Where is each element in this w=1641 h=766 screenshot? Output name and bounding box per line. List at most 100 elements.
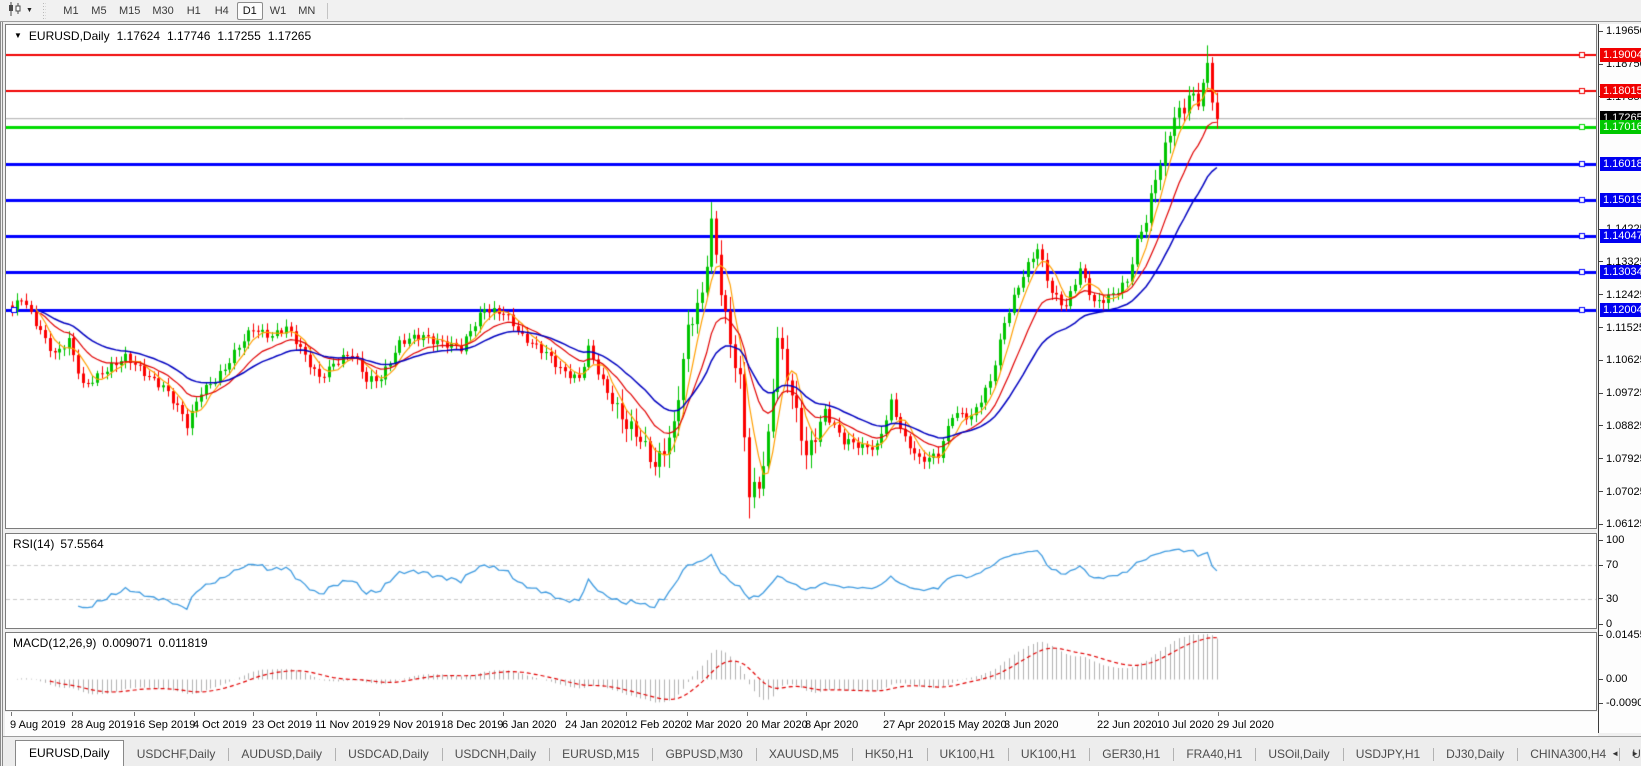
date-tick-mark [566,712,567,716]
chart-tab-eurusd-daily[interactable]: EURUSD,Daily [15,740,124,766]
rsi-tick-label: 30 [1606,592,1619,605]
date-tick-mark [253,712,254,716]
date-tick-mark [884,712,885,716]
date-tick-mark [316,712,317,716]
macd-tick-label: 0.00 [1606,673,1628,686]
chevron-down-icon[interactable]: ▼ [26,6,33,14]
toolbar-separator [327,2,329,19]
level-price-badge: 1.14047 [1600,228,1641,243]
timeframe-button-w1[interactable]: W1 [269,4,287,17]
date-label: 27 Apr 2020 [883,719,943,731]
axis-tick-mark [1599,458,1603,460]
level-price-badge: 1.18015 [1600,83,1641,98]
level-price-badge: 1.16018 [1600,156,1641,171]
axis-tick-mark [1599,63,1603,65]
ohlc-low: 1.17255 [217,29,261,43]
ohlc-high: 1.17746 [167,29,211,43]
chart-tab-audusd-daily[interactable]: AUDUSD,Daily [228,743,335,766]
date-label: 29 Nov 2019 [378,719,441,731]
chart-tab-usdchf-daily[interactable]: USDCHF,Daily [136,747,216,761]
rsi-canvas[interactable] [6,534,1596,628]
tab-scroll-arrows: ◄ ► [1611,749,1639,758]
date-tick-mark [1218,712,1219,716]
rsi-tick-label: 70 [1606,559,1619,572]
date-label: 6 Jan 2020 [502,719,557,731]
price-tick-label: 1.09725 [1606,387,1641,400]
price-tick-label: 1.11525 [1606,321,1641,334]
timeframe-button-mn[interactable]: MN [298,4,316,17]
chart-tab-fra40-h1[interactable]: FRA40,H1 [1173,743,1255,766]
timeframe-button-h4[interactable]: H4 [214,4,229,17]
chart-tab-dj30-daily[interactable]: DJ30,Daily [1433,743,1517,766]
level-price-badge: 1.19004 [1600,47,1641,62]
date-label: 8 Apr 2020 [805,719,859,731]
chart-tab-eurusd-m15[interactable]: EURUSD,M15 [549,743,652,766]
date-tick-mark [442,712,443,716]
macd-signal-value: 0.011819 [158,636,208,650]
chart-tab-hk50-h1[interactable]: HK50,H1 [851,743,927,766]
chart-tab-uk100-h1[interactable]: UK100,H1 [1007,743,1089,766]
date-tick-mark [747,712,748,716]
macd-canvas[interactable] [6,633,1596,710]
chart-title: ▼ EURUSD,Daily 1.17624 1.17746 1.17255 1… [14,29,311,43]
chart-tab-uk100-h1[interactable]: UK100,H1 [926,743,1008,766]
date-tick-mark [11,712,12,716]
toolbar: ▼ M1 M5 M15 M30 H1 H4 D1 W1 MN [0,0,1641,22]
price-chart-pane: ▼ EURUSD,Daily 1.17624 1.17746 1.17255 1… [5,24,1597,529]
macd-tick-label: 0.014556 [1606,629,1641,641]
date-tick-mark [194,712,195,716]
date-label: 28 Aug 2019 [71,719,133,731]
chart-type-icon [7,2,23,19]
axis-tick-mark [1599,623,1603,625]
chart-tab-usoil-h[interactable]: USOil,H [1619,743,1641,766]
timeframe-button-h1[interactable]: H1 [186,4,201,17]
chart-tab-bar: EURUSD,Daily USDCHF,Daily AUDUSD,Daily USDC… [3,736,1641,766]
chart-tab-ger30-h1[interactable]: GER30,H1 [1089,743,1173,766]
ohlc-close: 1.17265 [267,29,312,43]
axis-tick-mark [1599,359,1603,361]
date-axis[interactable]: 9 Aug 2019 28 Aug 2019 16 Sep 2019 4 Oct 20… [5,712,1598,736]
chart-type-button[interactable]: ▼ [3,0,37,21]
date-label: 23 Oct 2019 [252,719,312,731]
ohlc-open: 1.17624 [116,29,160,43]
timeframe-button-m5[interactable]: M5 [91,4,107,17]
chart-symbol-label: EURUSD,Daily [28,29,110,43]
axis-tick-mark [1599,634,1603,636]
timeframe-button-d1[interactable]: D1 [236,1,263,20]
timeframe-button-m30[interactable]: M30 [152,4,174,17]
axis-tick-mark [1599,30,1603,32]
price-axis[interactable]: 1.196501.187501.178501.142251.133251.124… [1598,24,1641,733]
chart-tab-china300-h4[interactable]: CHINA300,H4 [1517,743,1619,766]
price-tick-label: 1.13325 [1606,255,1641,268]
level-price-badge: 1.12004 [1600,303,1641,318]
date-tick-mark [944,712,945,716]
tab-scroll-left-icon[interactable]: ◄ [1611,749,1620,758]
timeframe-buttons: M1 M5 M15 M30 H1 H4 D1 W1 MN [57,0,321,21]
level-price-badge: 1.17016 [1600,120,1641,135]
timeframe-button-m15[interactable]: M15 [118,4,141,17]
chart-tab-xauusd-m5[interactable]: XAUUSD,M5 [755,743,852,766]
tab-scroll-right-icon[interactable]: ► [1631,749,1639,758]
chart-tab-usdcnh-daily[interactable]: USDCNH,Daily [441,743,549,766]
date-label: 22 Jun 2020 [1097,719,1158,731]
date-label: 18 Dec 2019 [441,719,504,731]
date-tick-mark [503,712,504,716]
rsi-tick-label: 0 [1606,618,1613,630]
date-label: 9 Aug 2019 [10,719,66,731]
toolbar-grip[interactable] [40,2,48,19]
price-tick-label: 1.19650 [1606,25,1641,38]
level-price-badge: 1.15019 [1600,193,1641,208]
level-price-badge: 1.13034 [1600,265,1641,280]
price-chart-canvas[interactable] [6,25,1596,528]
macd-main-value: 0.009071 [102,636,153,650]
date-label: 10 Jul 2020 [1157,719,1214,731]
timeframe-button-m1[interactable]: M1 [63,4,79,17]
axis-tick-mark [1599,702,1603,704]
chart-tab-usdcad-daily[interactable]: USDCAD,Daily [335,743,442,766]
date-label: 3 Jun 2020 [1004,719,1059,731]
collapse-arrow-icon[interactable]: ▼ [14,31,22,40]
chart-tab-usoil-daily[interactable]: USOil,Daily [1255,743,1342,766]
chart-tab-usdjpy-h1[interactable]: USDJPY,H1 [1342,743,1433,766]
chart-tab-gbpusd-m30[interactable]: GBPUSD,M30 [652,743,755,766]
axis-tick-mark [1599,523,1603,525]
